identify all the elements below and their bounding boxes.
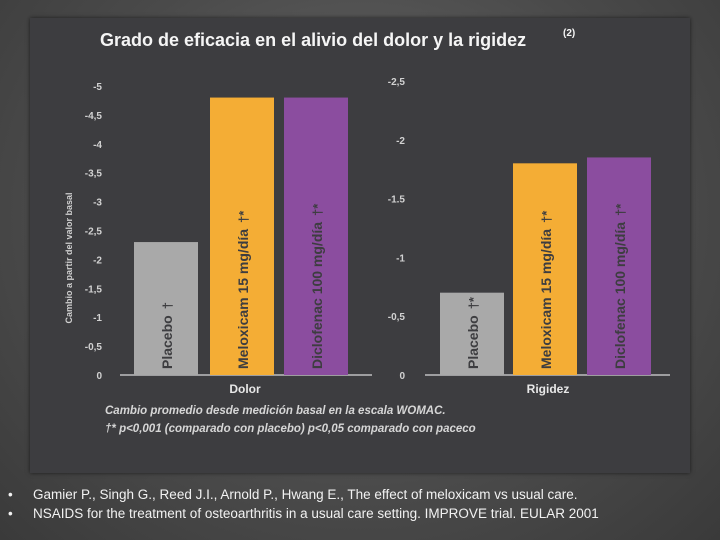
- chart-slide-image: Grado de eficacia en el alivio del dolor…: [30, 18, 690, 473]
- x-group-label: Dolor: [229, 382, 261, 396]
- reference-item: • NSAIDS for the treatment of osteoarthr…: [8, 506, 720, 525]
- reference-item: • Gamier P., Singh G., Reed J.I., Arnold…: [8, 487, 720, 506]
- y-tick-label: -2: [396, 136, 405, 147]
- bar-chart: Grado de eficacia en el alivio del dolor…: [64, 28, 670, 435]
- y-tick-label: -4,5: [85, 111, 103, 122]
- bar-significance-marker: †*: [539, 210, 554, 223]
- chart-title-superscript: (2): [563, 28, 575, 39]
- chart-title: Grado de eficacia en el alivio del dolor…: [100, 30, 526, 50]
- footnote: Cambio promedio desde medición basal en …: [105, 405, 446, 417]
- bullet: •: [8, 506, 13, 521]
- y-tick-label: -4: [93, 140, 102, 151]
- bar-category-label: Placebo: [465, 315, 481, 369]
- bar-category-label: Placebo: [159, 315, 175, 369]
- y-axis-label: Cambio a partir del valor basal: [64, 192, 74, 323]
- bar-significance-marker: †: [160, 302, 175, 309]
- reference-text: Gamier P., Singh G., Reed J.I., Arnold P…: [33, 487, 578, 502]
- y-tick-label: -3,5: [85, 169, 103, 180]
- bar: [210, 97, 274, 375]
- reference-text: NSAIDS for the treatment of osteoarthrit…: [33, 506, 599, 521]
- bar: [513, 163, 577, 375]
- bar-significance-marker: †*: [236, 210, 251, 223]
- x-group-label: Rigidez: [527, 382, 570, 396]
- footnote: †* p<0,001 (comparado con placebo) p<0,0…: [105, 423, 476, 435]
- bar-category-label: Diclofenac 100 mg/día: [309, 222, 325, 369]
- references: • Gamier P., Singh G., Reed J.I., Arnold…: [8, 487, 720, 525]
- bar: [587, 157, 651, 375]
- bar: [134, 242, 198, 375]
- bar-category-label: Diclofenac 100 mg/día: [612, 222, 628, 369]
- y-tick-label: -1: [396, 253, 405, 264]
- y-tick-label: -2: [93, 255, 102, 266]
- bar-significance-marker: †*: [466, 296, 481, 309]
- y-tick-label: 0: [399, 371, 405, 382]
- y-tick-label: -1.5: [388, 195, 406, 206]
- y-tick-label: 0: [96, 371, 102, 382]
- bar: [284, 97, 348, 375]
- y-tick-label: -3: [93, 198, 102, 209]
- y-tick-label: -1,5: [85, 284, 103, 295]
- bar-significance-marker: †*: [310, 203, 325, 216]
- y-tick-label: -0,5: [388, 312, 406, 323]
- y-tick-label: -2,5: [388, 77, 406, 88]
- bullet: •: [8, 487, 13, 502]
- y-tick-label: -0,5: [85, 342, 103, 353]
- bar: [440, 292, 504, 375]
- y-tick-label: -5: [93, 82, 102, 93]
- y-tick-label: -2,5: [85, 227, 103, 238]
- bar-category-label: Meloxicam 15 mg/día: [235, 229, 251, 369]
- y-tick-label: -1: [93, 313, 102, 324]
- bar-category-label: Meloxicam 15 mg/día: [538, 229, 554, 369]
- bar-significance-marker: †*: [613, 203, 628, 216]
